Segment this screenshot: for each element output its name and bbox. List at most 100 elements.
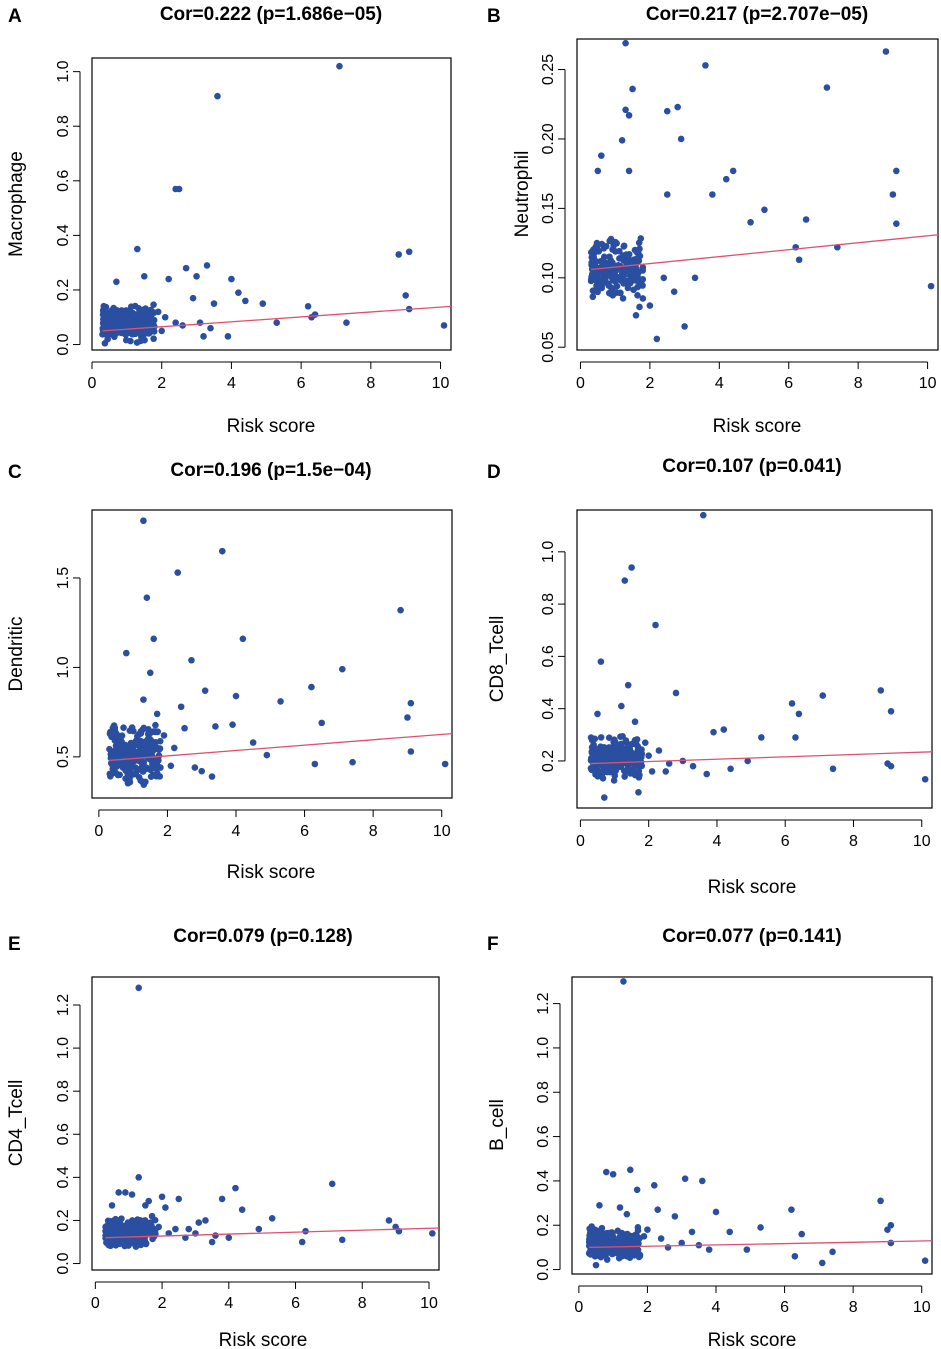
scatter-point (154, 754, 162, 762)
x-tick-label: 10 (913, 1299, 931, 1316)
scatter-point (597, 658, 605, 665)
scatter-point (150, 728, 157, 735)
scatter-point (143, 594, 151, 601)
scatter-point (795, 710, 803, 718)
x-tick-label: 4 (712, 1299, 721, 1316)
scatter-point (887, 707, 895, 715)
y-tick-label: 0.6 (540, 645, 557, 667)
scatter-point (160, 732, 168, 739)
scatter-point (111, 724, 119, 732)
scatter-point (141, 1237, 149, 1244)
scatter-point (404, 714, 411, 721)
scatter-point (589, 254, 597, 261)
scatter-point (131, 312, 139, 320)
scatter-point (618, 702, 625, 710)
scatter-point (626, 1166, 634, 1174)
scatter-point (150, 635, 158, 643)
y-tick-label: 0.4 (55, 224, 72, 246)
scatter-point (146, 669, 154, 677)
scatter-point (681, 1175, 689, 1182)
scatter-point (195, 1219, 203, 1226)
scatter-point (601, 1247, 608, 1255)
scatter-point (588, 1227, 595, 1235)
scatter-point (150, 746, 158, 754)
scatter-point (620, 1235, 627, 1243)
scatter-point (174, 569, 182, 576)
scatter-point (138, 311, 145, 319)
scatter-point (611, 1239, 618, 1247)
y-axis-label: Macrophage (6, 151, 27, 257)
scatter-point (611, 772, 619, 779)
scatter-point (100, 302, 108, 310)
x-tick-label: 4 (712, 833, 721, 850)
scatter-point (603, 1256, 611, 1263)
x-tick-label: 0 (88, 375, 97, 392)
plot-frame (91, 57, 452, 351)
scatter-point (101, 311, 108, 319)
scatter-point (611, 736, 618, 744)
scatter-point (596, 1201, 603, 1209)
scatter-point (921, 1257, 929, 1265)
plot-frame (576, 509, 933, 809)
x-axis-label: Risk score (227, 416, 316, 437)
scatter-point (622, 1244, 629, 1251)
scatter-point (131, 1221, 139, 1228)
scatter-point (113, 1228, 120, 1236)
scatter-point (602, 276, 609, 284)
scatter-point (150, 316, 158, 324)
scatter-point (118, 732, 126, 739)
scatter-point (202, 1217, 209, 1224)
scatter-point (616, 289, 624, 297)
scatter-point (107, 759, 115, 767)
y-axis-label: B_cell (487, 1099, 508, 1151)
scatter-point (229, 721, 236, 728)
scatter-point (660, 274, 668, 282)
scatter-point (158, 1193, 166, 1201)
scatter-point (407, 699, 415, 707)
x-axis-label: Risk score (219, 1330, 308, 1349)
scatter-point (636, 303, 643, 311)
scatter-point (104, 335, 111, 343)
scatter-point (308, 683, 315, 691)
scatter-point (663, 191, 671, 198)
scatter-point (587, 1235, 594, 1242)
scatter-point (610, 750, 617, 758)
scatter-point (630, 256, 638, 263)
scatter-point (606, 744, 614, 752)
scatter-point (893, 167, 900, 175)
scatter-point (597, 152, 605, 159)
y-tick-label: 1.5 (55, 567, 72, 589)
scatter-point (615, 247, 623, 255)
scatter-point (681, 323, 688, 330)
x-tick-label: 8 (849, 833, 858, 850)
scatter-point (889, 191, 897, 198)
scatter-point (893, 220, 900, 227)
scatter-point (620, 746, 627, 754)
x-tick-label: 6 (297, 375, 306, 392)
scatter-point (153, 772, 160, 780)
scatter-point (628, 564, 635, 571)
scatter-point (109, 769, 117, 777)
y-tick-label: 0.2 (535, 1214, 552, 1236)
scatter-point (238, 1206, 246, 1213)
scatter-point (142, 321, 150, 328)
scatter-point (705, 1246, 713, 1253)
scatter-point (677, 135, 685, 143)
scatter-point (395, 251, 403, 258)
scatter-point (402, 292, 409, 299)
scatter-point (147, 766, 154, 774)
y-tick-label: 1.0 (55, 656, 72, 678)
scatter-point (757, 1224, 764, 1231)
scatter-point (108, 1237, 115, 1245)
scatter-point (148, 1222, 155, 1229)
scatter-point (113, 278, 120, 286)
x-tick-label: 6 (300, 823, 309, 840)
scatter-point (196, 319, 204, 327)
scatter-point (152, 721, 159, 729)
scatter-point (115, 1189, 122, 1196)
scatter-point (122, 336, 130, 344)
x-tick-label: 8 (366, 375, 375, 392)
scatter-point (624, 681, 632, 689)
scatter-point (108, 1202, 116, 1209)
